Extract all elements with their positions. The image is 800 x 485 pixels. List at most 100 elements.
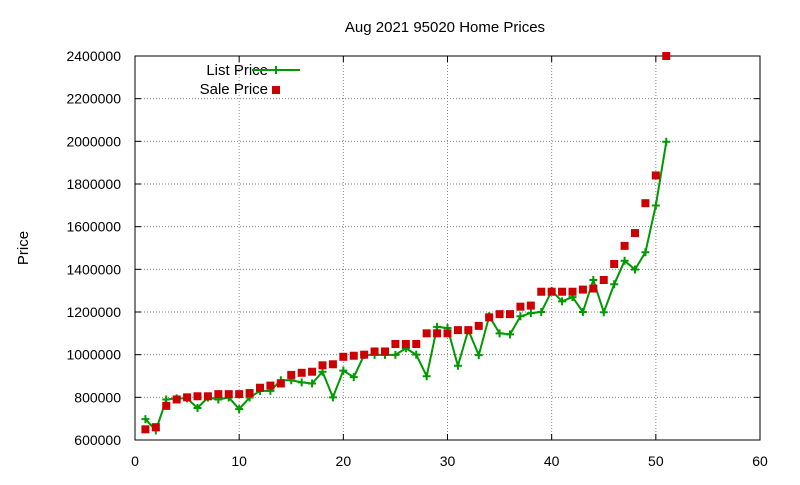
sale-price-point	[235, 390, 244, 399]
list-price-point	[537, 308, 546, 316]
sale-price-point	[422, 329, 431, 338]
sale-price-point	[183, 393, 192, 402]
list-price-point	[589, 276, 598, 284]
legend: List Price Sale Price	[200, 62, 300, 98]
sale-price-point	[526, 301, 535, 310]
y-tick-label: 1800000	[66, 176, 121, 192]
sale-price-point	[641, 199, 650, 208]
list-price-point	[339, 366, 348, 375]
y-tick-label: 1000000	[66, 347, 121, 363]
y-axis-label: Price	[15, 231, 32, 265]
sale-price-point	[297, 368, 306, 377]
sale-price-point	[495, 310, 504, 319]
sale-price-point	[308, 367, 317, 376]
sale-price-point	[651, 171, 660, 180]
sale-price-point	[162, 401, 171, 410]
sale-price-point	[443, 329, 452, 338]
x-tick-label: 50	[648, 453, 664, 469]
sale-price-point	[349, 351, 358, 360]
sale-price-point	[381, 347, 389, 356]
legend-sale-price-swatch	[272, 86, 280, 94]
list-price-point	[391, 350, 400, 359]
chart-title: Aug 2021 95020 Home Prices	[345, 19, 545, 36]
sale-price-point	[620, 241, 629, 250]
sale-price-point	[256, 383, 264, 392]
sale-price-point	[339, 352, 348, 361]
list-price-point	[558, 297, 567, 306]
list-price-point	[422, 372, 431, 381]
list-price-point	[349, 373, 358, 382]
list-price-point	[193, 404, 202, 412]
sale-price-point	[412, 340, 421, 348]
sale-price-point	[141, 425, 150, 434]
sale-price-point	[172, 395, 181, 404]
y-tick-label: 1400000	[66, 261, 121, 277]
sale-price-point	[453, 326, 462, 335]
sale-price-point	[245, 389, 254, 398]
axis-ticks: 0 10 20 30 40 50 60 600000 800000 1000000 1200000 1…	[66, 48, 768, 469]
sale-price-point	[474, 321, 483, 330]
x-tick-label: 10	[231, 453, 247, 469]
sale-price-point	[433, 329, 442, 338]
y-tick-label: 2000000	[66, 133, 121, 149]
list-price-point	[631, 265, 639, 274]
sale-price-point	[631, 229, 639, 238]
x-tick-label: 20	[336, 453, 352, 469]
sale-price-point	[506, 310, 514, 319]
y-tick-label: 800000	[74, 389, 121, 405]
sale-price-point	[360, 350, 369, 359]
y-tick-label: 1200000	[66, 304, 121, 320]
sale-price-point	[276, 379, 285, 388]
list-price-point	[474, 351, 483, 360]
list-price-point	[412, 350, 421, 359]
sale-price-point	[464, 326, 473, 335]
sale-price-point	[370, 347, 379, 356]
x-tick-label: 60	[752, 453, 768, 469]
sale-price-point	[401, 340, 410, 348]
sale-price-point	[537, 287, 546, 296]
list-price-point	[516, 312, 525, 321]
sale-price-point	[318, 361, 327, 370]
sale-price-point	[485, 313, 494, 322]
sale-price-point	[214, 390, 223, 399]
list-price-point	[641, 248, 650, 257]
list-price-point	[620, 256, 629, 265]
list-price-point	[297, 378, 306, 387]
sale-price-point	[193, 392, 202, 401]
sale-price-point	[224, 390, 233, 399]
list-price-line	[144, 141, 668, 433]
legend-list-price-label: List Price	[206, 62, 268, 79]
list-price-point	[328, 393, 337, 402]
sale-price-point	[599, 276, 608, 284]
sale-price-point	[391, 340, 400, 348]
sale-price-point	[589, 284, 598, 293]
sale-price-point	[547, 287, 556, 296]
y-tick-label: 2400000	[66, 48, 121, 64]
sale-price-point	[610, 260, 619, 268]
list-price-point	[662, 137, 671, 146]
list-price-point	[651, 201, 660, 210]
sale-price-point	[328, 360, 337, 369]
sale-price-point	[558, 287, 567, 296]
list-price-point	[453, 361, 462, 370]
list-price-point	[578, 308, 587, 316]
list-price-point	[235, 405, 244, 414]
sale-price-point	[578, 285, 587, 294]
x-tick-label: 0	[131, 453, 139, 469]
y-tick-label: 1600000	[66, 219, 121, 235]
list-price-point	[141, 415, 150, 424]
legend-list-price-marker	[272, 66, 280, 74]
list-price-point	[506, 330, 514, 339]
sale-price-point	[266, 381, 275, 390]
sale-price-point	[151, 423, 160, 432]
x-tick-label: 30	[440, 453, 456, 469]
data-series	[141, 52, 671, 435]
list-price-point	[495, 329, 504, 338]
sale-price-point	[568, 287, 577, 296]
list-price-point	[599, 308, 608, 317]
grid-lines	[135, 56, 760, 440]
y-tick-label: 2200000	[66, 91, 121, 107]
list-price-point	[526, 309, 535, 318]
